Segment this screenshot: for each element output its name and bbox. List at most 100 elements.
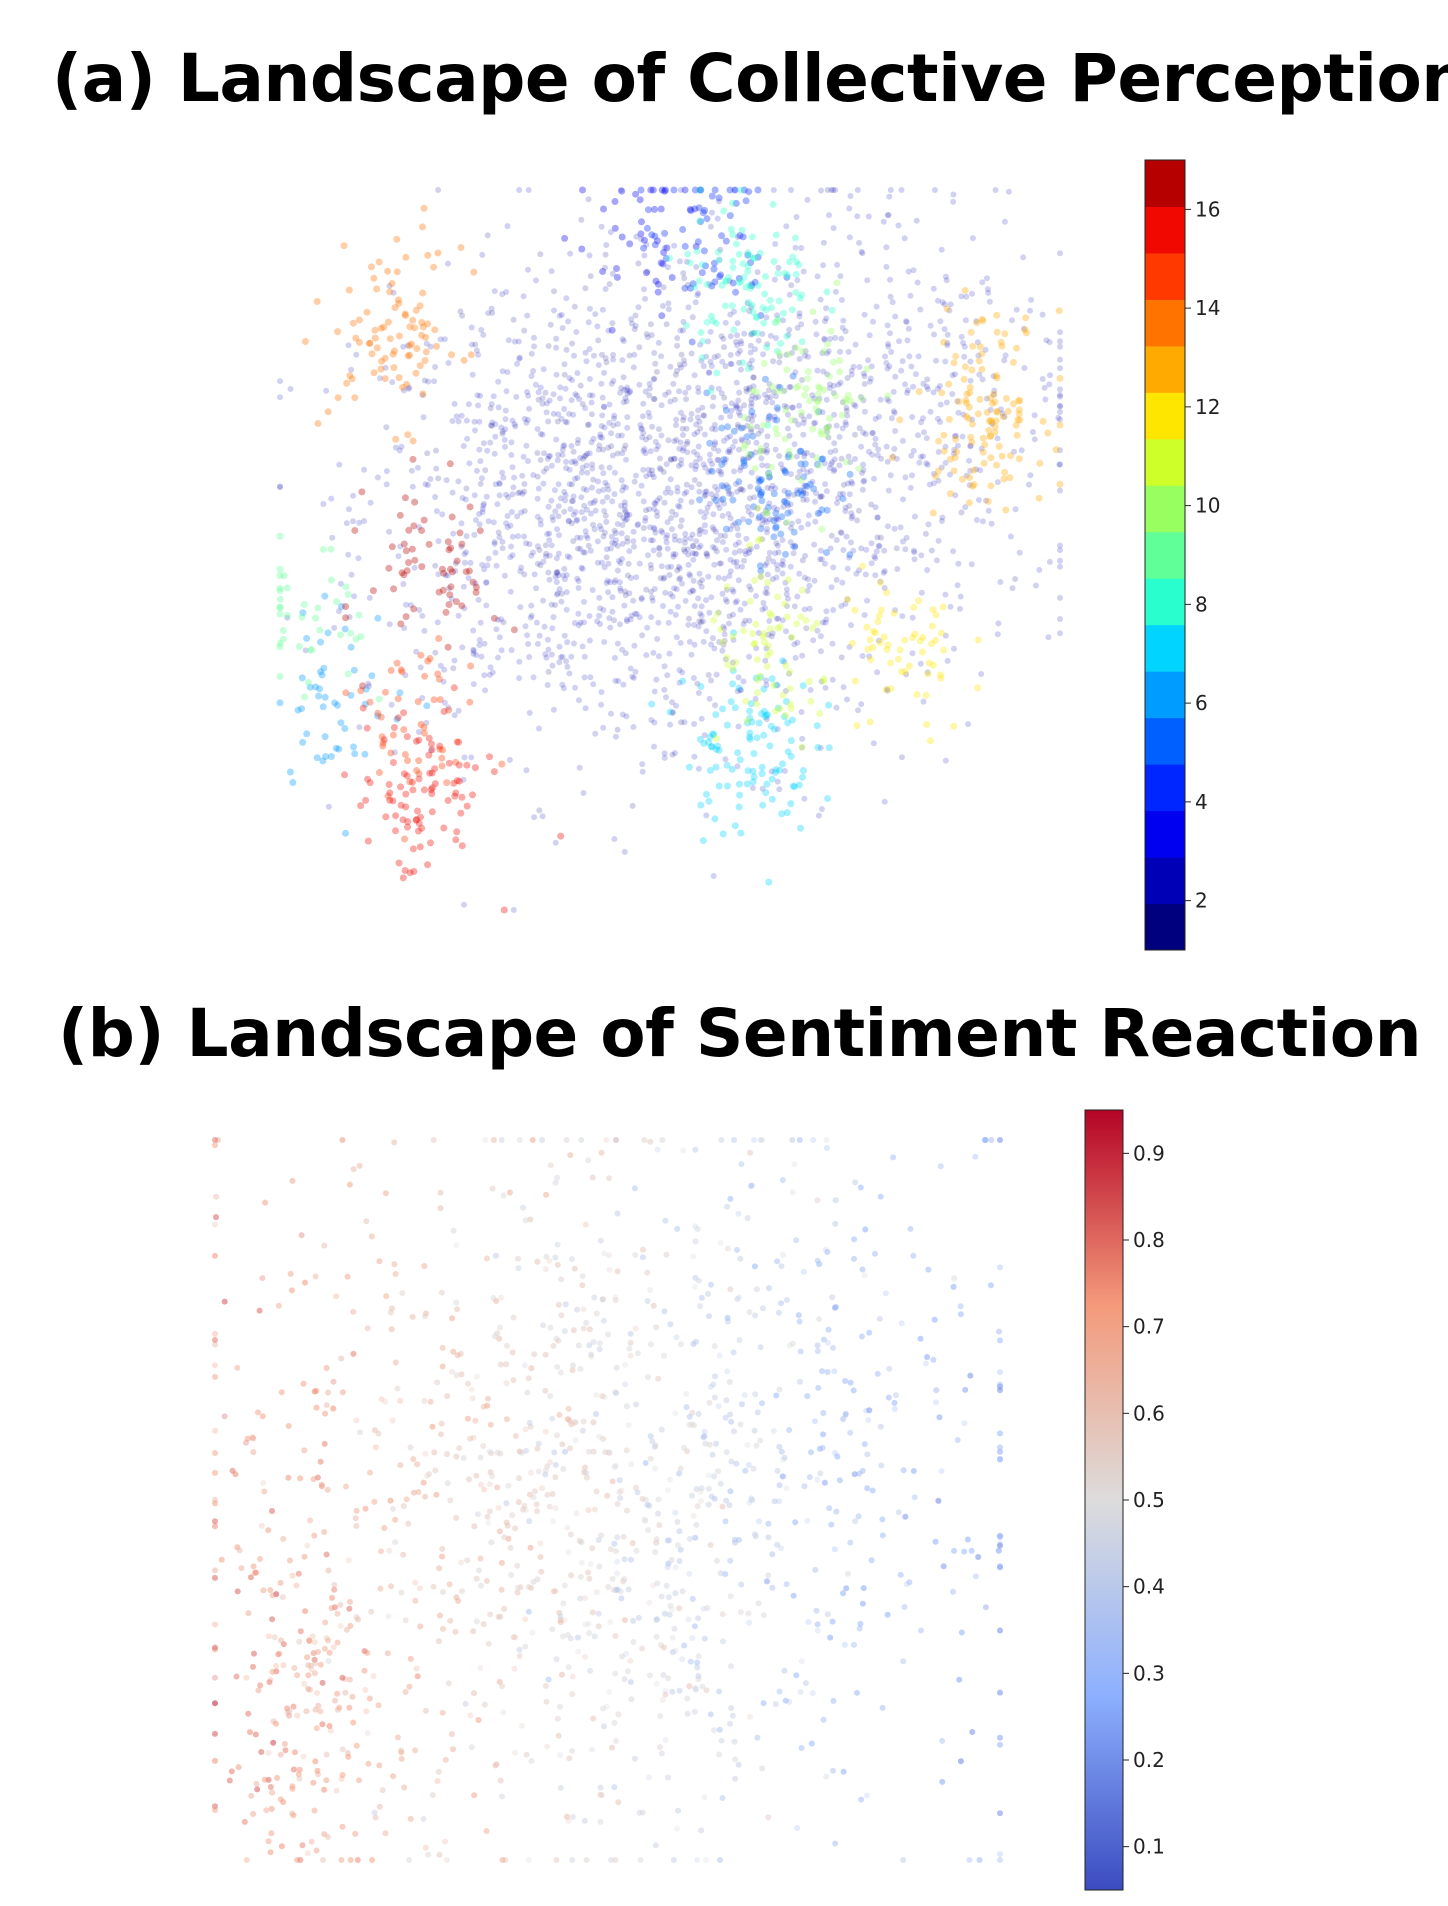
point — [840, 684, 847, 691]
point — [481, 566, 488, 573]
point — [942, 273, 949, 280]
point — [576, 396, 583, 403]
point — [356, 519, 363, 526]
point — [596, 442, 603, 449]
point — [725, 620, 732, 627]
point — [321, 693, 329, 701]
point — [345, 342, 352, 349]
point — [770, 358, 777, 365]
point — [402, 253, 410, 261]
point — [382, 1398, 389, 1405]
point — [910, 603, 918, 611]
point — [845, 453, 852, 460]
point — [698, 715, 705, 722]
colorbar-a-segment — [1145, 857, 1185, 905]
point — [598, 223, 605, 230]
point — [471, 531, 478, 538]
point — [514, 360, 521, 367]
point — [652, 360, 659, 367]
point — [706, 281, 713, 287]
point — [691, 721, 698, 727]
point — [571, 303, 578, 310]
point — [616, 511, 623, 518]
point — [817, 744, 824, 751]
point — [521, 327, 528, 334]
point — [681, 490, 688, 497]
point — [862, 571, 869, 578]
point — [677, 497, 684, 504]
point — [723, 586, 730, 593]
point — [317, 638, 325, 646]
point — [1057, 402, 1063, 409]
point — [641, 236, 648, 244]
point — [550, 517, 556, 524]
point — [706, 500, 713, 507]
point — [722, 532, 728, 539]
point — [860, 370, 867, 377]
point — [695, 443, 702, 450]
point — [624, 414, 631, 421]
point — [788, 282, 795, 289]
point — [735, 723, 742, 730]
point — [944, 340, 951, 346]
point — [597, 431, 604, 438]
scatter-plot-a — [276, 186, 1064, 914]
point — [730, 559, 737, 566]
point — [337, 719, 345, 727]
point — [461, 901, 467, 908]
point — [973, 466, 980, 473]
point — [695, 623, 702, 630]
point — [648, 717, 655, 723]
point — [577, 545, 584, 552]
point — [842, 419, 849, 426]
point — [703, 1857, 710, 1863]
point — [550, 410, 557, 417]
point — [900, 1857, 907, 1863]
point — [557, 384, 564, 391]
point — [764, 462, 771, 469]
point — [653, 368, 660, 375]
point — [516, 658, 523, 665]
point — [820, 368, 827, 375]
point — [742, 551, 749, 558]
point — [592, 1506, 598, 1513]
point — [751, 1137, 758, 1143]
point — [641, 286, 647, 293]
point — [797, 476, 805, 484]
point — [1012, 576, 1019, 582]
point — [739, 437, 746, 444]
point — [577, 619, 584, 626]
point — [388, 280, 396, 287]
point — [516, 187, 523, 193]
point — [903, 319, 910, 326]
point — [349, 319, 357, 327]
point — [472, 427, 478, 434]
point — [521, 571, 528, 578]
point — [661, 750, 668, 757]
point — [872, 572, 879, 579]
point — [548, 462, 555, 469]
point — [389, 759, 397, 766]
point — [910, 447, 917, 454]
point — [867, 378, 873, 385]
point — [748, 412, 755, 419]
point — [986, 298, 993, 305]
point — [760, 685, 768, 693]
point — [757, 525, 765, 533]
point — [822, 684, 829, 691]
point — [841, 1641, 848, 1648]
point — [599, 412, 606, 419]
point — [502, 407, 509, 414]
point — [299, 738, 307, 746]
point — [946, 490, 954, 498]
point — [861, 1272, 868, 1279]
point — [556, 659, 563, 666]
point — [762, 516, 769, 523]
point — [469, 1395, 476, 1402]
point — [746, 729, 754, 737]
point — [393, 659, 401, 667]
point — [528, 602, 535, 609]
point — [861, 381, 868, 387]
point — [795, 1312, 802, 1319]
point — [656, 544, 663, 551]
